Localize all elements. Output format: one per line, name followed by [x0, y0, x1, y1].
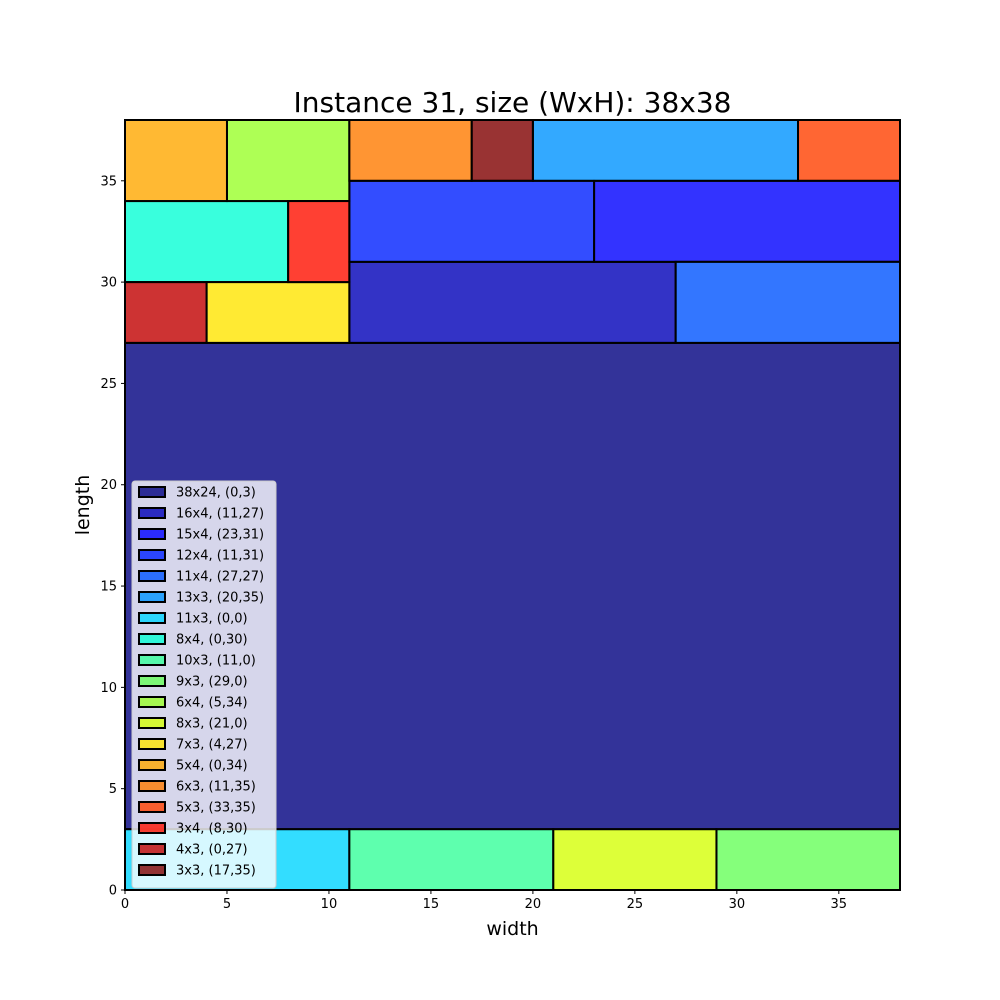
legend-swatch [138, 780, 166, 792]
packed-rect [225, 119, 351, 203]
legend-frame [131, 480, 277, 889]
chart-title: Instance 31, size (WxH): 38x38 [294, 86, 732, 119]
x-tick-label: 35 [831, 897, 848, 912]
legend-swatch [138, 759, 166, 771]
legend: 38x24, (0,3) 16x4, (11,27) 15x4, (23,31) 12… [131, 480, 277, 889]
y-tick-label: 30 [100, 276, 117, 291]
y-axis-ticks: 0 5 10 15 20 25 30 35 [100, 174, 125, 899]
legend-swatch [138, 486, 166, 498]
x-tick-label: 5 [223, 897, 231, 912]
legend-swatch [138, 738, 166, 750]
x-axis-label: width [486, 918, 538, 940]
y-tick-label: 10 [100, 681, 117, 696]
legend-swatch [138, 801, 166, 813]
y-tick-label: 20 [100, 478, 117, 493]
packed-rect [348, 179, 596, 263]
legend-label: 3x3, (17,35) [176, 864, 256, 879]
y-tick-label: 25 [100, 377, 117, 392]
x-tick-label: 15 [423, 897, 440, 912]
packed-rect [348, 260, 677, 344]
legend-swatch [138, 675, 166, 687]
packed-rect [287, 200, 351, 284]
legend-label: 9x3, (29,0) [176, 675, 248, 690]
legend-swatch [138, 507, 166, 519]
x-tick-label: 20 [525, 897, 542, 912]
x-tick-label: 30 [729, 897, 746, 912]
packed-rect [124, 281, 208, 344]
packed-rect [348, 119, 473, 182]
legend-swatch [138, 570, 166, 582]
packed-rect [593, 179, 901, 263]
packed-rect [797, 119, 901, 182]
legend-swatch [138, 696, 166, 708]
packed-rect [470, 119, 534, 182]
x-axis-ticks: 0 5 10 15 20 25 30 35 [121, 890, 847, 912]
legend-label: 4x3, (0,27) [176, 843, 248, 858]
legend-label: 10x3, (11,0) [176, 654, 256, 669]
legend-label: 5x4, (0,34) [176, 759, 248, 774]
legend-label: 6x4, (5,34) [176, 696, 248, 711]
x-tick-label: 0 [121, 897, 129, 912]
legend-label: 3x4, (8,30) [176, 822, 248, 837]
legend-label: 5x3, (33,35) [176, 801, 256, 816]
packed-rect [715, 828, 902, 891]
legend-swatch [138, 654, 166, 666]
packed-rect [124, 200, 290, 284]
legend-swatch [138, 717, 166, 729]
legend-label: 12x4, (11,31) [176, 549, 264, 564]
legend-label: 7x3, (4,27) [176, 738, 248, 753]
legend-swatch [138, 864, 166, 876]
x-tick-label: 10 [321, 897, 338, 912]
packed-rect [552, 828, 718, 891]
y-tick-label: 5 [109, 782, 117, 797]
legend-swatch [138, 843, 166, 855]
legend-swatch [138, 549, 166, 561]
packed-rect [674, 260, 901, 344]
legend-swatch [138, 633, 166, 645]
legend-swatch [138, 591, 166, 603]
legend-swatch [138, 612, 166, 624]
packed-rect [205, 281, 351, 344]
packed-rect [124, 119, 228, 203]
legend-swatch [138, 822, 166, 834]
legend-label: 11x3, (0,0) [176, 612, 248, 627]
y-tick-label: 35 [100, 174, 117, 189]
y-tick-label: 0 [109, 884, 117, 899]
legend-label: 8x4, (0,30) [176, 633, 248, 648]
legend-label: 16x4, (11,27) [176, 507, 264, 522]
legend-label: 15x4, (23,31) [176, 528, 264, 543]
legend-swatch [138, 528, 166, 540]
packed-rect [348, 828, 555, 891]
packed-rect [531, 119, 800, 182]
legend-label: 6x3, (11,35) [176, 780, 256, 795]
legend-label: 38x24, (0,3) [176, 486, 256, 501]
plot-frame [124, 119, 901, 891]
x-tick-label: 25 [627, 897, 644, 912]
y-tick-label: 15 [100, 580, 117, 595]
legend-label: 11x4, (27,27) [176, 570, 264, 585]
legend-label: 8x3, (21,0) [176, 717, 248, 732]
y-axis-label: length [72, 475, 94, 536]
legend-label: 13x3, (20,35) [176, 591, 264, 606]
